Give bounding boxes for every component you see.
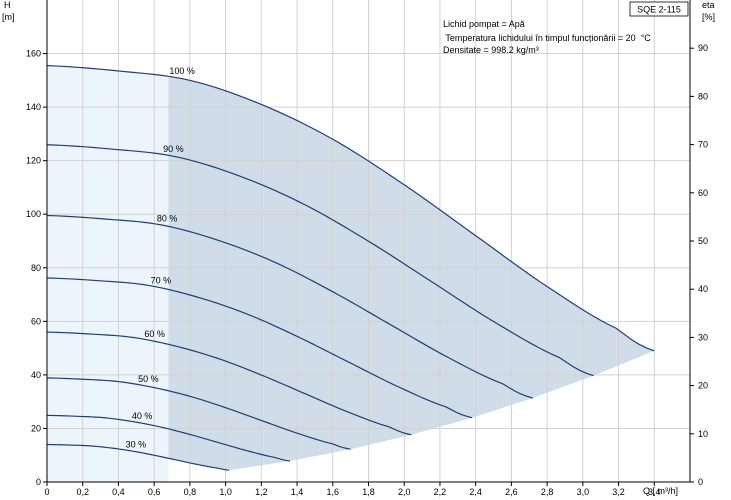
x-tick-label: 1,4 xyxy=(291,487,304,497)
model-label-box xyxy=(629,1,689,17)
low-flow-region xyxy=(47,65,169,483)
x-tick-label: 1,2 xyxy=(255,487,268,497)
y2-tick-label: 50 xyxy=(698,236,708,246)
curve-label: 70 % xyxy=(151,275,172,285)
operating-region xyxy=(168,76,655,482)
label-layer: 100 % 90 % 80 % 70 % 60 % 50 % 40 % 30 % xyxy=(126,66,195,450)
y-tick-label: 40 xyxy=(31,370,41,380)
axis-layer: 0 0,2 0,4 0,6 0,8 1,0 1,2 1,4 1,6 1,8 2,0 2,2 2,4 2,6… xyxy=(26,0,708,497)
x-tick-label: 2,0 xyxy=(398,487,411,497)
y-tick-label: 0 xyxy=(36,477,41,487)
y-tick-label: 120 xyxy=(26,156,41,166)
x-tick-label: 1,6 xyxy=(327,487,340,497)
x-tick-label: 2,6 xyxy=(505,487,518,497)
y-tick-label: 60 xyxy=(31,316,41,326)
curve-layer xyxy=(46,65,655,471)
y2-tick-label: 80 xyxy=(698,91,708,101)
curve-60-percent xyxy=(46,331,412,436)
info-line-fluid: Lichid pompat = Apă xyxy=(443,19,525,29)
curve-50-percent xyxy=(46,377,351,450)
x-axis-title: Q [ m³/h] xyxy=(643,486,678,496)
x-tick-label: 1,8 xyxy=(362,487,375,497)
operating-region-layer xyxy=(47,65,655,483)
x-tick-label: 0,6 xyxy=(148,487,161,497)
y2-tick-label: 90 xyxy=(698,43,708,53)
curve-30-percent xyxy=(46,443,230,471)
curve-100-percent xyxy=(46,65,655,352)
x-tick-label: 0,4 xyxy=(112,487,125,497)
y2-tick-label: 30 xyxy=(698,332,708,342)
curve-80-percent xyxy=(46,214,533,399)
y2-tick-label: 40 xyxy=(698,284,708,294)
x-tick-label: 3,2 xyxy=(612,487,625,497)
y2-tick-label: 0 xyxy=(698,477,703,487)
x-tick-label: 3,4 xyxy=(648,487,661,497)
y2-axis-title: eta xyxy=(702,0,715,10)
x-tick-label: 1,0 xyxy=(219,487,232,497)
y2-tick-label: 20 xyxy=(698,381,708,391)
model-label: SQE 2-115 xyxy=(637,5,681,15)
y2-tick-label: 70 xyxy=(698,140,708,150)
grid-layer xyxy=(47,0,690,482)
info-line-temperature: Temperatura lichidului în timpul funcțio… xyxy=(443,33,651,43)
curve-label: 40 % xyxy=(132,411,153,421)
y-tick-label: 100 xyxy=(26,209,41,219)
y-tick-label: 20 xyxy=(31,423,41,433)
curve-label: 30 % xyxy=(126,439,147,449)
y-tick-label: 140 xyxy=(26,102,41,112)
y2-axis-unit: [%] xyxy=(702,12,715,22)
y2-tick-label: 10 xyxy=(698,429,708,439)
x-tick-label: 2,2 xyxy=(434,487,447,497)
x-tick-label: 0,2 xyxy=(76,487,89,497)
curve-label: 100 % xyxy=(169,66,195,76)
y2-tick-label: 60 xyxy=(698,188,708,198)
curve-label: 80 % xyxy=(157,214,178,224)
x-tick-label: 2,4 xyxy=(469,487,482,497)
x-tick-label: 0 xyxy=(44,487,49,497)
y-axis-unit: [m] xyxy=(2,12,15,22)
x-tick-label: 2,8 xyxy=(541,487,554,497)
x-tick-label: 3,0 xyxy=(577,487,590,497)
x-tick-label: 0,8 xyxy=(184,487,197,497)
y-axis-title: H xyxy=(4,0,11,10)
info-line-density: Densitate = 998.2 kg/m³ xyxy=(443,45,539,55)
curve-40-percent xyxy=(46,414,290,462)
curve-90-percent xyxy=(46,144,594,377)
curve-label: 60 % xyxy=(144,329,165,339)
curve-label: 50 % xyxy=(138,374,159,384)
curve-70-percent xyxy=(46,277,473,419)
y-tick-label: 80 xyxy=(31,263,41,273)
curve-label: 90 % xyxy=(163,144,184,154)
y-tick-label: 160 xyxy=(26,49,41,59)
